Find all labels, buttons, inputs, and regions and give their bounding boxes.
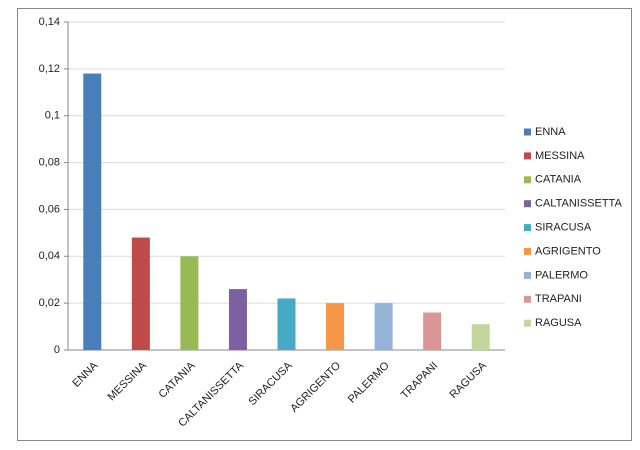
bar xyxy=(471,324,490,350)
legend-label: TRAPANI xyxy=(535,293,582,305)
legend-swatch xyxy=(524,295,531,303)
legend-swatch xyxy=(524,128,531,136)
legend-label: ENNA xyxy=(535,126,566,138)
legend-label: PALERMO xyxy=(535,269,588,281)
y-tick-label: 0,08 xyxy=(39,156,60,168)
bar xyxy=(423,312,442,350)
bar xyxy=(374,303,393,350)
legend-label: AGRIGENTO xyxy=(535,245,601,257)
legend-label: SIRACUSA xyxy=(535,222,592,234)
y-tick-label: 0,12 xyxy=(39,63,60,75)
y-tick-label: 0,04 xyxy=(39,250,60,262)
bar xyxy=(228,289,247,350)
y-tick-label: 0,06 xyxy=(39,203,60,215)
y-tick-label: 0,02 xyxy=(39,297,60,309)
legend-swatch xyxy=(524,152,531,160)
legend-swatch xyxy=(524,200,531,208)
legend-label: CATANIA xyxy=(535,174,582,186)
y-tick-label: 0 xyxy=(54,344,60,356)
bar xyxy=(131,237,150,350)
y-tick-label: 0,14 xyxy=(39,16,60,28)
legend-swatch xyxy=(524,271,531,279)
bar xyxy=(180,256,199,350)
legend-label: CALTANISSETTA xyxy=(535,198,622,210)
legend-label: RAGUSA xyxy=(535,317,582,329)
bar xyxy=(83,73,102,351)
legend-swatch xyxy=(524,176,531,184)
bar xyxy=(277,298,296,350)
y-tick-label: 0,1 xyxy=(45,110,60,122)
bar xyxy=(326,303,345,350)
legend-swatch xyxy=(524,319,531,327)
legend-swatch xyxy=(524,224,531,232)
legend-swatch xyxy=(524,248,531,255)
legend-label: MESSINA xyxy=(535,150,585,162)
